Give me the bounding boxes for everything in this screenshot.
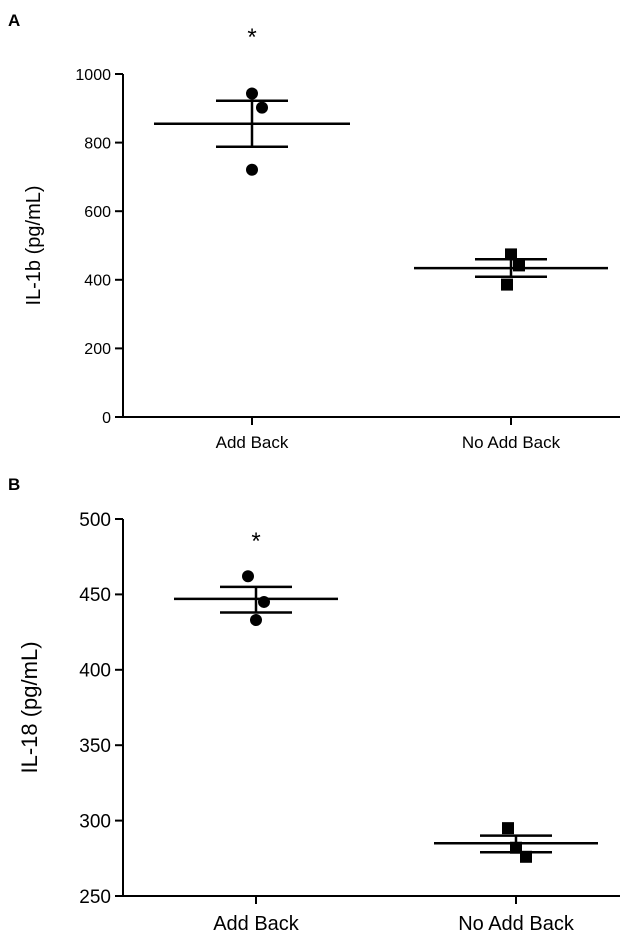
data-point bbox=[510, 841, 522, 854]
series-no-add-back bbox=[414, 248, 608, 291]
x-tick-label: Add Back bbox=[216, 433, 289, 452]
x-tick-label: Add Back bbox=[213, 913, 300, 935]
panel-letter: B bbox=[8, 475, 20, 494]
data-point bbox=[501, 278, 513, 291]
data-point bbox=[502, 822, 514, 835]
significance-star: * bbox=[247, 24, 256, 51]
data-point bbox=[520, 850, 532, 863]
data-point bbox=[513, 259, 525, 272]
y-axis-title: IL-18 (pg/mL) bbox=[17, 641, 42, 773]
data-point bbox=[256, 101, 268, 114]
y-tick-label: 200 bbox=[84, 341, 111, 358]
y-tick-label: 250 bbox=[79, 887, 111, 908]
data-point bbox=[505, 248, 517, 261]
series-add-back bbox=[154, 87, 350, 176]
y-tick-label: 600 bbox=[84, 204, 111, 221]
series-add-back bbox=[174, 570, 338, 627]
y-tick-label: 800 bbox=[84, 135, 111, 152]
y-tick-label: 500 bbox=[79, 510, 111, 531]
data-point bbox=[258, 595, 270, 608]
series-no-add-back bbox=[434, 822, 598, 863]
y-tick-label: 1000 bbox=[75, 67, 111, 84]
x-tick-label: No Add Back bbox=[462, 433, 561, 452]
data-point bbox=[246, 87, 258, 100]
panel-a: A 0 200 400 600 800 1000 IL-1b (pg/mL) Add Back N… bbox=[8, 11, 620, 452]
panel-b: B 250 300 350 400 450 500 IL-18 (pg/mL) Add Back… bbox=[8, 475, 620, 935]
y-tick-label: 400 bbox=[79, 661, 111, 682]
y-tick-label: 450 bbox=[79, 585, 111, 606]
x-tick-label: No Add Back bbox=[458, 913, 575, 935]
data-point bbox=[246, 163, 258, 176]
data-point bbox=[250, 614, 262, 627]
y-tick-label: 400 bbox=[84, 273, 111, 290]
y-tick-label: 300 bbox=[79, 811, 111, 832]
y-tick-label: 0 bbox=[102, 410, 111, 427]
y-axis-title: IL-1b (pg/mL) bbox=[23, 185, 45, 305]
data-point bbox=[242, 570, 254, 583]
panel-letter: A bbox=[8, 11, 20, 30]
significance-star: * bbox=[251, 528, 260, 555]
y-tick-label: 350 bbox=[79, 736, 111, 757]
